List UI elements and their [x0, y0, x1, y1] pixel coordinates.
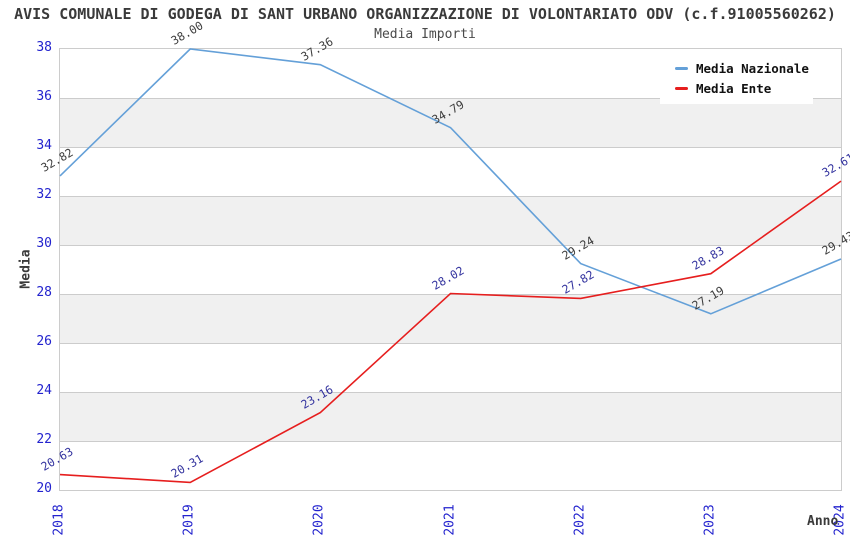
- y-tick-label: 38: [36, 40, 52, 55]
- y-tick-label: 22: [36, 432, 52, 447]
- y-axis-label: Media: [18, 249, 34, 289]
- x-tick-label: 2023: [702, 504, 718, 536]
- x-axis-label: Anno: [807, 514, 839, 529]
- legend-label: Media Nazionale: [696, 60, 809, 76]
- y-tick-label: 26: [36, 334, 52, 349]
- gridline: [60, 98, 841, 99]
- y-tick-label: 32: [36, 187, 52, 202]
- plot-band: [60, 196, 841, 245]
- gridline: [60, 245, 841, 246]
- y-tick-label: 24: [36, 383, 52, 398]
- series-line-media-nazionale: [59, 48, 842, 315]
- gridline: [60, 147, 841, 148]
- legend-item-media-ente: Media Ente: [660, 78, 813, 98]
- gridline: [60, 392, 841, 393]
- x-tick-label: 2020: [311, 504, 327, 536]
- plot-band: [60, 98, 841, 147]
- gridline: [60, 196, 841, 197]
- chart-subtitle: Media Importi: [374, 27, 476, 42]
- series-line-media-ente: [59, 180, 842, 484]
- y-tick-label: 34: [36, 138, 52, 153]
- chart-title: AVIS COMUNALE DI GODEGA DI SANT URBANO O…: [14, 5, 836, 23]
- point-label-media-nazionale: 38.00: [168, 18, 206, 48]
- legend: Media Nazionale Media Ente: [660, 49, 813, 104]
- x-tick-label: 2019: [181, 504, 197, 536]
- plot-band: [60, 294, 841, 343]
- legend-line-icon: [675, 86, 688, 90]
- y-tick-label: 30: [36, 236, 52, 251]
- plot-area: [59, 48, 842, 491]
- y-tick-label: 28: [36, 285, 52, 300]
- gridline: [60, 441, 841, 442]
- y-tick-label: 36: [36, 89, 52, 104]
- x-tick-label: 2022: [572, 504, 588, 536]
- plot-band: [60, 392, 841, 441]
- x-tick-label: 2021: [442, 504, 457, 536]
- x-tick-label: 2018: [51, 504, 67, 536]
- legend-line-icon: [675, 66, 688, 70]
- legend-label: Media Ente: [696, 80, 772, 96]
- y-tick-label: 20: [36, 481, 52, 496]
- legend-item-media-nazionale: Media Nazionale: [660, 58, 813, 78]
- gridline: [60, 343, 841, 344]
